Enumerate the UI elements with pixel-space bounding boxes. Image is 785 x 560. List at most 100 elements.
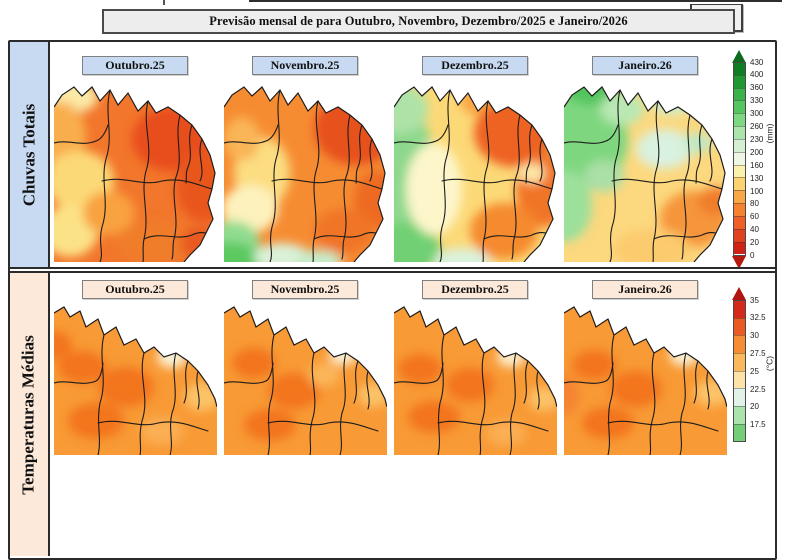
cropped-top-tick xyxy=(163,0,165,5)
colorbar-segment xyxy=(734,113,745,127)
colorbar-segment xyxy=(734,423,745,442)
colorbar-tick: 35 xyxy=(750,295,759,305)
forecast-map xyxy=(563,86,726,262)
colorbar-tick: 80 xyxy=(750,199,759,209)
map-panel: Dezembro.25 xyxy=(390,42,560,262)
state-boundaries xyxy=(223,89,383,262)
colorbar-tick: 40 xyxy=(750,225,759,235)
colorbar-tick: 32.5 xyxy=(750,313,766,323)
colorbar-tick: 160 xyxy=(750,160,764,170)
month-label: Dezembro.25 xyxy=(422,280,528,299)
colorbar-segment xyxy=(734,353,745,371)
map-panels: Outubro.25 Novembro.25 Dezembro.25 xyxy=(50,42,730,262)
colorbar-arrow-down xyxy=(732,255,746,267)
forecast-map xyxy=(223,306,387,455)
state-boundaries xyxy=(563,89,723,262)
coastline xyxy=(53,86,216,262)
colorbar-tick: 27.5 xyxy=(750,348,766,358)
row-header-temperaturas: Temperaturas Médias xyxy=(10,273,50,556)
colorbar-segment xyxy=(734,151,745,165)
colorbar-segment xyxy=(734,177,745,191)
row-header-chuvas: Chuvas Totais xyxy=(10,42,50,267)
map-panel: Outubro.25 xyxy=(50,273,220,455)
forecast-table: Chuvas Totais Outubro.25 Novembro.25 Dez… xyxy=(8,40,777,560)
row-chuvas-content: Outubro.25 Novembro.25 Dezembro.25 xyxy=(50,42,775,267)
coastline xyxy=(223,306,387,408)
forecast-map xyxy=(53,86,216,262)
month-label: Janeiro.26 xyxy=(592,280,698,299)
colorbar-segment xyxy=(734,126,745,139)
forecast-map xyxy=(53,306,217,455)
state-boundaries xyxy=(393,89,553,262)
colorbar-segment xyxy=(734,301,745,318)
colorbar-unit: (mm) xyxy=(764,123,774,144)
colorbar-tick: 25 xyxy=(750,366,759,376)
colorbar-segment xyxy=(734,406,745,424)
colorbar-segment xyxy=(734,203,745,216)
row-header-label: Temperaturas Médias xyxy=(19,334,39,495)
coastline xyxy=(393,86,556,262)
colorbar-segment xyxy=(734,164,745,178)
colorbar xyxy=(733,300,746,443)
colorbar-arrow-up xyxy=(732,50,746,63)
forecast-map xyxy=(393,86,556,262)
colorbar-tick: 0 xyxy=(750,251,755,260)
colorbar-segment xyxy=(734,87,745,101)
figure-title-text: Previsão mensal de para Outubro, Novembr… xyxy=(209,14,628,28)
colorbar-segment xyxy=(734,317,745,336)
month-label: Janeiro.26 xyxy=(592,56,698,75)
colorbar-tick: 20 xyxy=(750,238,759,248)
forecast-map xyxy=(393,306,557,455)
coastline xyxy=(563,86,726,262)
map-panel: Novembro.25 xyxy=(220,42,390,262)
map-panels: Outubro.25 Novembro.25 Dezembro.25 xyxy=(50,273,730,455)
map-panel: Novembro.25 xyxy=(220,273,390,455)
colorbar-segment xyxy=(734,241,745,255)
coastline xyxy=(53,306,217,408)
row-temperaturas-content: Outubro.25 Novembro.25 Dezembro.25 xyxy=(50,273,775,556)
colorbar-tick: 17.5 xyxy=(750,420,766,430)
forecast-map xyxy=(563,306,727,455)
colorbar-tick: 20 xyxy=(750,402,759,412)
colorbar-segment xyxy=(734,63,745,75)
map-panel: Outubro.25 xyxy=(50,42,220,262)
row-chuvas-totais: Chuvas Totais Outubro.25 Novembro.25 Dez… xyxy=(10,42,775,269)
colorbar-tick: 200 xyxy=(750,147,764,157)
colorbar-tick: 30 xyxy=(750,331,759,341)
coastline xyxy=(563,306,727,408)
colorbar-tick: 230 xyxy=(750,134,764,144)
coastline xyxy=(393,306,557,408)
colorbar-segment xyxy=(734,190,745,204)
colorbar-tick: 360 xyxy=(750,83,764,93)
row-header-label: Chuvas Totais xyxy=(19,103,38,206)
month-label: Dezembro.25 xyxy=(422,56,528,75)
colorbar-segment xyxy=(734,370,745,389)
colorbar-segment xyxy=(734,335,745,354)
colorbar-tick: 22.5 xyxy=(750,384,766,394)
colorbar-unit: (°C) xyxy=(764,355,774,372)
map-panel: Janeiro.26 xyxy=(560,42,730,262)
row-temperaturas-medias: Temperaturas Médias Outubro.25 Novembro.… xyxy=(10,271,775,556)
colorbar-segment xyxy=(734,138,745,152)
colorbar-segment xyxy=(734,74,745,88)
colorbar-arrow-up xyxy=(732,287,746,300)
row-divider xyxy=(10,269,775,271)
colorbar-tick: 60 xyxy=(750,212,759,222)
colorbar-tick: 430 xyxy=(750,57,764,67)
month-label: Outubro.25 xyxy=(82,56,188,75)
colorbar-tick: 330 xyxy=(750,96,764,106)
map-panel: Janeiro.26 xyxy=(560,273,730,455)
colorbar-tick: 400 xyxy=(750,70,764,80)
coastline xyxy=(223,86,386,262)
colorbar-segment xyxy=(734,100,745,114)
colorbar-tick: 260 xyxy=(750,122,764,131)
cropped-top-rule xyxy=(249,0,782,2)
month-label: Outubro.25 xyxy=(82,280,188,299)
colorbar xyxy=(733,62,746,256)
colorbar-segment xyxy=(734,228,745,242)
month-label: Novembro.25 xyxy=(252,280,358,299)
colorbar-segment xyxy=(734,215,745,229)
colorbar-tick: 100 xyxy=(750,186,764,196)
forecast-map xyxy=(223,86,386,262)
state-boundaries xyxy=(53,89,213,262)
